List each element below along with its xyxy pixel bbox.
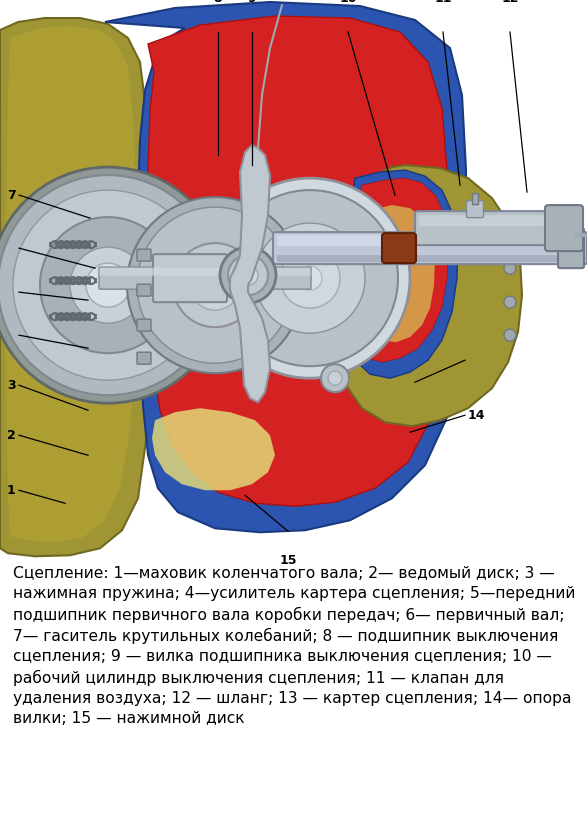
FancyBboxPatch shape	[100, 267, 311, 275]
FancyBboxPatch shape	[277, 235, 584, 246]
Text: 3: 3	[7, 379, 16, 392]
Circle shape	[86, 263, 130, 307]
Circle shape	[504, 296, 516, 308]
Circle shape	[328, 371, 342, 385]
Circle shape	[173, 243, 257, 327]
Polygon shape	[105, 2, 466, 532]
Circle shape	[137, 207, 293, 363]
Text: 10: 10	[339, 0, 357, 5]
Text: Сцепление: 1—маховик коленчатого вала; 2— ведомый диск; 3 —
нажимная пружина; 4—: Сцепление: 1—маховик коленчатого вала; 2…	[13, 566, 575, 726]
Circle shape	[504, 329, 516, 341]
Polygon shape	[148, 16, 448, 506]
Circle shape	[504, 229, 516, 241]
FancyBboxPatch shape	[137, 352, 151, 364]
Circle shape	[210, 178, 410, 378]
Circle shape	[228, 255, 268, 295]
Polygon shape	[338, 165, 522, 426]
Circle shape	[255, 223, 365, 333]
Text: 11: 11	[434, 0, 452, 5]
FancyBboxPatch shape	[277, 255, 584, 262]
Polygon shape	[0, 18, 152, 557]
Polygon shape	[359, 205, 435, 342]
FancyBboxPatch shape	[382, 233, 416, 263]
Circle shape	[70, 247, 146, 324]
Text: 13: 13	[468, 354, 485, 367]
Circle shape	[190, 260, 240, 311]
Circle shape	[127, 197, 303, 373]
Text: 8: 8	[214, 0, 222, 5]
FancyBboxPatch shape	[415, 211, 561, 245]
Text: 1: 1	[7, 484, 16, 496]
FancyBboxPatch shape	[419, 215, 559, 226]
FancyBboxPatch shape	[473, 194, 478, 205]
Circle shape	[13, 190, 203, 380]
Polygon shape	[345, 170, 458, 378]
Circle shape	[0, 167, 226, 403]
Text: 15: 15	[279, 554, 297, 567]
Polygon shape	[230, 145, 270, 402]
FancyBboxPatch shape	[137, 319, 151, 331]
Text: 6: 6	[7, 241, 16, 254]
FancyBboxPatch shape	[467, 200, 484, 218]
Polygon shape	[5, 26, 137, 542]
Circle shape	[298, 267, 322, 290]
Text: 5: 5	[7, 285, 16, 298]
FancyBboxPatch shape	[137, 249, 151, 261]
Polygon shape	[346, 178, 448, 362]
Circle shape	[220, 247, 276, 303]
Circle shape	[280, 248, 340, 308]
Circle shape	[0, 175, 218, 395]
Circle shape	[222, 190, 398, 366]
Text: 2: 2	[7, 429, 16, 442]
FancyBboxPatch shape	[558, 228, 584, 268]
FancyBboxPatch shape	[545, 205, 583, 251]
Text: 12: 12	[501, 0, 519, 5]
FancyBboxPatch shape	[273, 232, 587, 264]
Circle shape	[40, 217, 176, 353]
Circle shape	[321, 364, 349, 392]
Text: 14: 14	[468, 408, 485, 421]
Text: 4: 4	[7, 328, 16, 341]
FancyBboxPatch shape	[99, 267, 311, 289]
Polygon shape	[152, 408, 275, 491]
Circle shape	[238, 265, 258, 285]
Text: 7: 7	[7, 188, 16, 201]
FancyBboxPatch shape	[137, 284, 151, 296]
Circle shape	[504, 262, 516, 274]
Text: 9: 9	[248, 0, 257, 5]
FancyBboxPatch shape	[153, 254, 227, 302]
